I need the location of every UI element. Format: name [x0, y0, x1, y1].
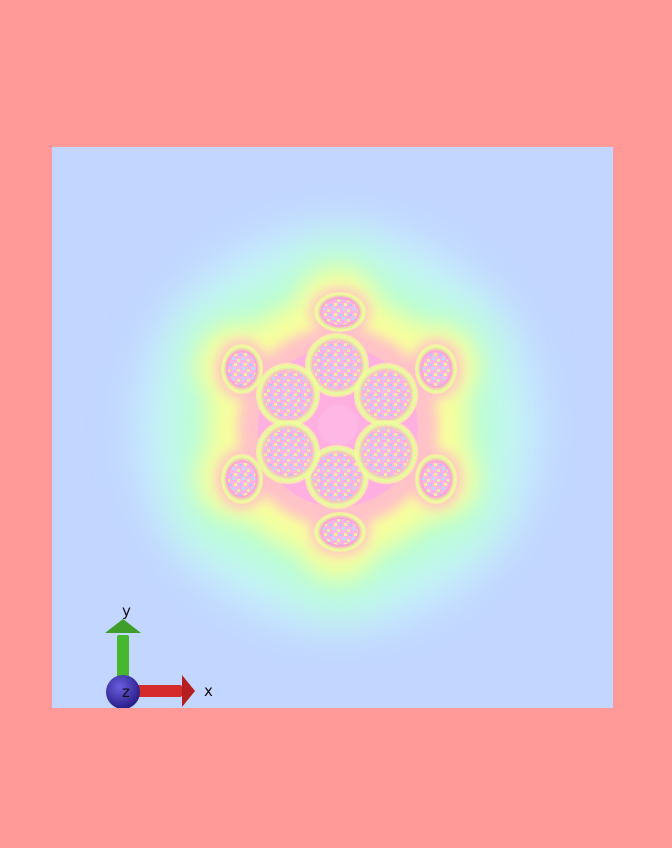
y-axis-arrow-head — [105, 619, 141, 633]
field-visualization-viewport[interactable]: y x z — [52, 147, 613, 708]
y-axis-label: y — [122, 602, 131, 620]
y-axis-arrow-shaft — [117, 635, 129, 687]
x-axis-arrow-head — [182, 675, 195, 707]
x-axis-label: x — [204, 682, 213, 700]
z-axis-sphere — [106, 675, 140, 708]
field-plot — [105, 227, 538, 708]
axes-triad — [105, 619, 195, 708]
inner-core — [256, 333, 418, 509]
z-axis-label: z — [122, 683, 130, 701]
outer-petals — [221, 292, 457, 552]
